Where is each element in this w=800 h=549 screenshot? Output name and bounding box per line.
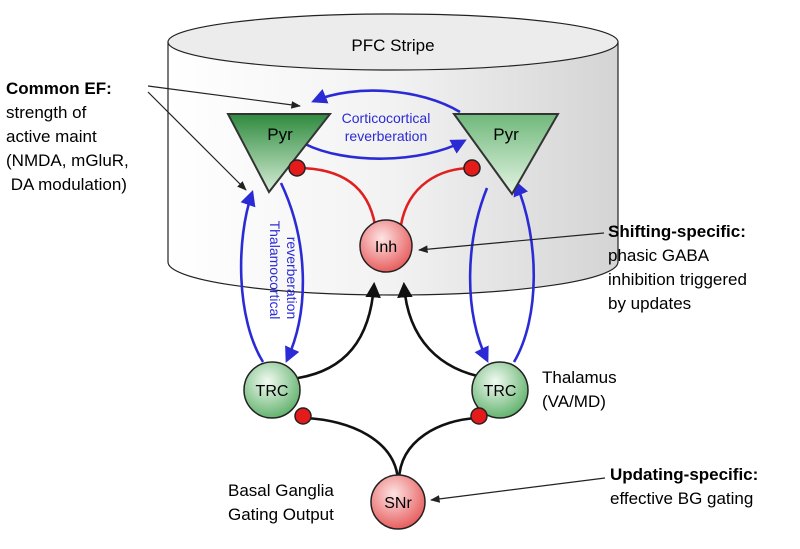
updating-line-1: effective BG gating <box>610 489 753 508</box>
common-ef-heading: Common EF: <box>6 79 112 98</box>
corticocortical-label-1: Corticocortical <box>342 110 431 126</box>
thalamocortical-label-1: Thalamocortical <box>267 221 283 320</box>
updating-heading: Updating-specific: <box>610 465 758 484</box>
common-ef-pointer-bottom <box>147 91 247 191</box>
synapse-left-pyr <box>288 159 306 177</box>
inh-to-right-pyr-line <box>399 166 473 226</box>
pfc-stripe-cylinder <box>167 13 619 296</box>
shifting-line-3: by updates <box>608 294 691 313</box>
corticocortical-arrow-to-right <box>304 139 467 160</box>
shifting-line-1: phasic GABA <box>608 246 710 265</box>
snr-node <box>370 474 426 530</box>
common-ef-line-3: (NMDA, mGluR, <box>6 151 129 170</box>
shifting-heading: Shifting-specific: <box>608 222 746 241</box>
pyr-left-label: Pyr <box>267 125 293 144</box>
trc-left-label: TRC <box>256 383 289 400</box>
corticocortical-arrow-to-left <box>311 89 461 114</box>
snr-to-trc-right-line <box>397 416 478 481</box>
pyr-neuron-left <box>226 113 333 194</box>
inh-node <box>359 219 413 273</box>
cylinder-title: PFC Stripe <box>351 36 434 55</box>
trc-right-to-inh-arrow <box>397 281 488 380</box>
basal-ganglia-line-1: Basal Ganglia <box>228 481 334 500</box>
thalamocortical-arrow-left-down <box>279 182 305 363</box>
thalamus-line-1: Thalamus <box>542 368 617 387</box>
shifting-pointer <box>418 232 605 254</box>
snr-to-trc-left-line <box>304 416 400 481</box>
inh-to-left-pyr-line <box>296 166 377 226</box>
common-ef-line-4: DA modulation) <box>6 175 127 194</box>
trc-node-right <box>471 361 529 419</box>
trc-left-to-inh-arrow <box>297 281 381 380</box>
synapse-right-pyr <box>463 159 481 177</box>
common-ef-pointer-top <box>147 85 301 109</box>
common-ef-line-2: active maint <box>6 127 97 146</box>
common-ef-line-1: strength of <box>6 103 87 122</box>
thalamus-line-2: (VA/MD) <box>542 392 606 411</box>
trc-node-left <box>243 361 301 419</box>
basal-ganglia-line-2: Gating Output <box>228 505 334 524</box>
synapse-trc-right <box>470 407 488 425</box>
shifting-line-2: inhibition triggered <box>608 270 747 289</box>
updating-pointer <box>430 477 606 503</box>
thalamocortical-arrow-right-up <box>512 180 536 363</box>
pyr-neuron-right <box>452 113 560 196</box>
pyr-right-label: Pyr <box>493 125 519 144</box>
corticocortical-label-2: reverberation <box>345 128 428 144</box>
thalamocortical-arrow-right-down <box>468 187 489 363</box>
trc-right-label: TRC <box>484 383 517 400</box>
snr-label: SNr <box>384 495 412 512</box>
thalamocortical-arrow-left-up <box>239 190 265 363</box>
synapse-trc-left <box>294 407 312 425</box>
thalamocortical-label-2: reverberation <box>284 237 300 320</box>
inh-label: Inh <box>375 239 397 256</box>
